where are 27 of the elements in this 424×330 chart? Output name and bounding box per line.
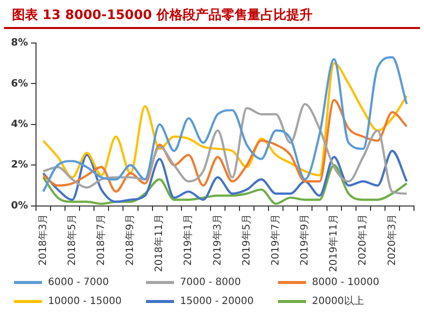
y-tick-label: 2% [10, 160, 28, 171]
chart-title: 图表 13 8000-15000 价格段产品零售量占比提升 [4, 0, 420, 29]
y-tick-label: 6% [10, 78, 28, 90]
y-tick-label: 4% [10, 119, 28, 130]
x-tick-label: 2018年11月 [153, 214, 166, 272]
y-tick-label: 8% [10, 38, 28, 49]
x-tick-label: 2020年3月 [386, 214, 398, 266]
x-tick-label: 2019年1月 [182, 214, 194, 266]
x-tick-label: 2018年7月 [95, 214, 107, 266]
legend-label: 15000 - 20000 [180, 296, 254, 306]
legend-label: 8000 - 10000 [312, 277, 380, 288]
legend-label: 10000 - 15000 [48, 296, 122, 306]
legend-label: 6000 - 7000 [48, 277, 109, 288]
x-tick-label: 2019年11月 [328, 214, 340, 272]
x-tick-label: 2019年5月 [240, 214, 252, 266]
x-tick-label: 2018年5月 [66, 214, 78, 266]
legend-label: 20000以上 [312, 294, 364, 308]
x-tick-label: 2018年9月 [124, 214, 136, 266]
x-tick-label: 2020年1月 [356, 214, 369, 266]
line-series [42, 164, 408, 205]
x-tick-label: 2019年9月 [298, 214, 311, 266]
x-tick-label: 2019年3月 [211, 214, 224, 266]
legend-label: 7000 - 8000 [180, 277, 241, 288]
x-tick-label: 2018年3月 [36, 214, 49, 266]
line-series [42, 150, 408, 203]
y-tick-label: 0% [10, 200, 28, 212]
x-tick-label: 2019年7月 [269, 214, 282, 266]
